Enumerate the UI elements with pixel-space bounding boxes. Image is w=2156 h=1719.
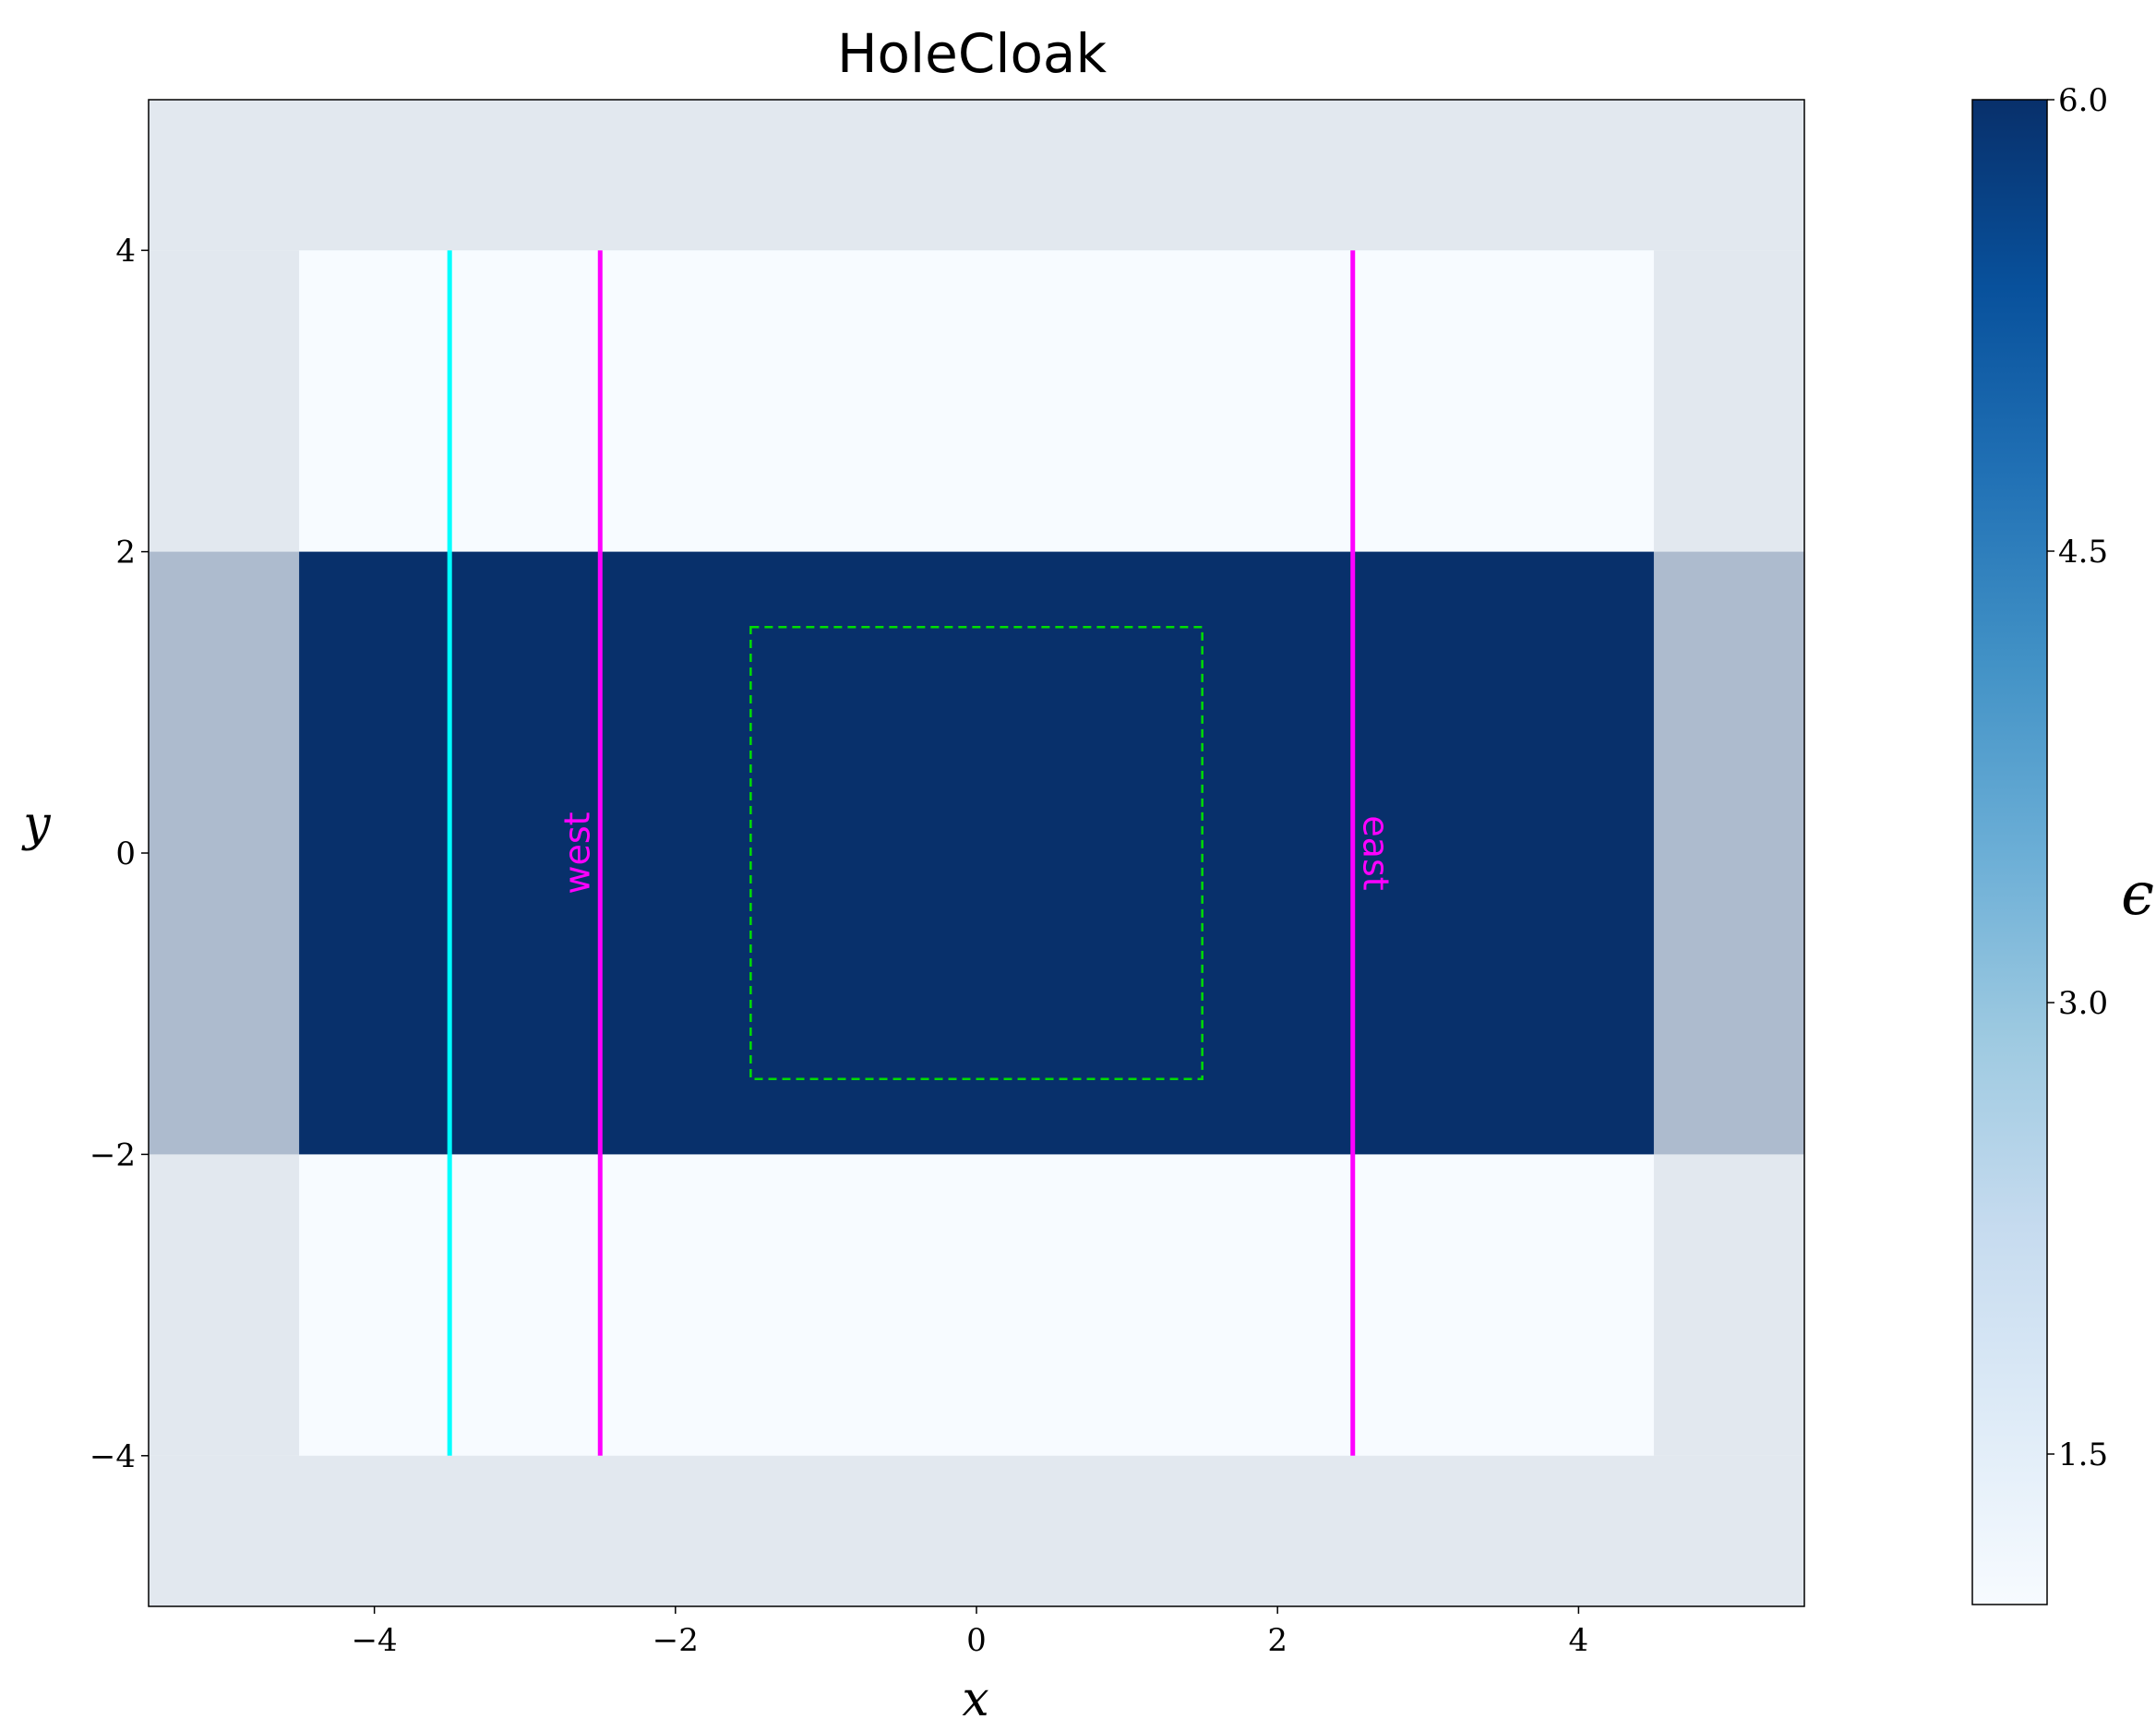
- y-axis-label: y: [21, 797, 51, 852]
- x-tick-label: −4: [352, 1622, 398, 1659]
- colorbar-tick-label: 4.5: [2058, 534, 2108, 571]
- x-tick-label: 4: [1569, 1622, 1589, 1659]
- dashed-box: [749, 625, 1204, 1081]
- permittivity-region-2: [149, 551, 1804, 1155]
- colorbar-tick-label: 3.0: [2058, 985, 2108, 1022]
- y-tick-label: 4: [115, 233, 136, 270]
- y-tick-label: −2: [90, 1136, 136, 1173]
- y-tick-label: 2: [115, 535, 136, 571]
- axes: −4 −2 0 2 4 −4 −2 0 2 4: [90, 99, 1805, 1659]
- east-label: east: [1356, 815, 1396, 890]
- pml-overlay-bottom: [149, 1455, 1804, 1606]
- colorbar-tick-label: 6.0: [2058, 82, 2108, 119]
- x-tick-label: 0: [966, 1622, 987, 1659]
- y-tick-label: 0: [115, 835, 136, 872]
- x-tick-label: −2: [653, 1622, 699, 1659]
- x-tick-label: 2: [1267, 1622, 1288, 1659]
- pml-overlay-left: [149, 250, 300, 1456]
- colorbar: 1.5 3.0 4.5 6.0: [1971, 82, 2108, 1605]
- colorbar-tick-label: 1.5: [2058, 1437, 2108, 1473]
- pml-overlay-top: [149, 100, 1804, 251]
- x-axis-label: x: [962, 1672, 988, 1719]
- pml-overlay-right: [1653, 250, 1804, 1456]
- y-tick-label: −4: [90, 1438, 136, 1475]
- west-label: west: [557, 811, 597, 894]
- chart-title: HoleCloak: [837, 22, 1108, 85]
- colorbar-gradient: [1971, 99, 2048, 1605]
- colorbar-label: ϵ: [2121, 860, 2154, 929]
- plot-area: west east: [149, 100, 1804, 1606]
